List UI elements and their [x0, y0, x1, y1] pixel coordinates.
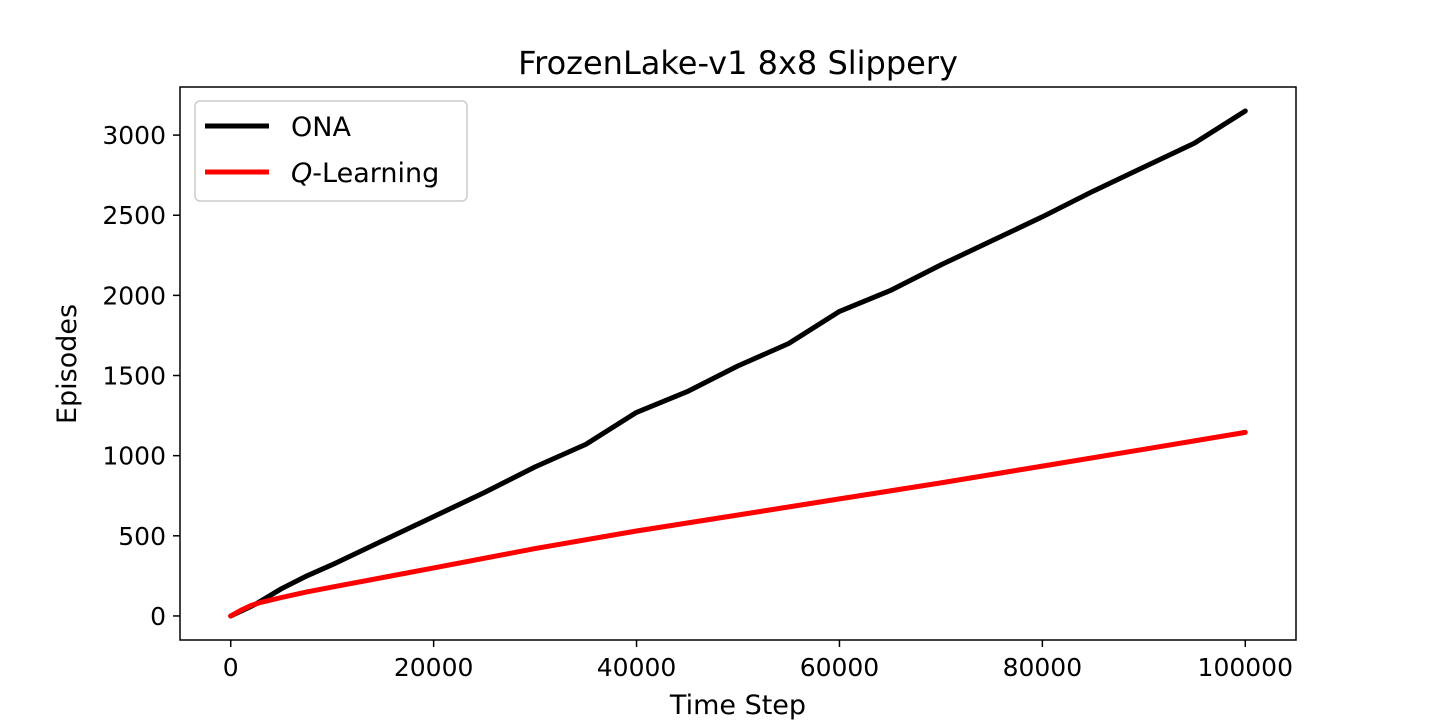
- y-tick-label: 3000: [102, 121, 166, 150]
- y-tick-label: 1500: [102, 362, 166, 391]
- legend-label-q-learning: Q-Learning: [291, 158, 439, 189]
- y-tick-label: 2000: [102, 281, 166, 310]
- y-tick-label: 1000: [102, 442, 166, 471]
- x-tick-label: 80000: [1003, 653, 1083, 682]
- legend-label-q-italic: Q: [291, 158, 312, 189]
- legend-label-q-rest: -Learning: [312, 158, 439, 189]
- y-axis-label: Episodes: [52, 304, 83, 424]
- x-tick-label: 100000: [1198, 653, 1293, 682]
- legend-label-ona: ONA: [291, 112, 351, 143]
- series-line-ona: [228, 108, 1248, 619]
- y-tick-label: 0: [150, 602, 166, 631]
- x-tick-label: 0: [223, 653, 239, 682]
- y-axis: 0 500 1000 1500 2000 2500 3000: [102, 121, 180, 631]
- plot-frame: [179, 86, 1297, 641]
- chart-title: FrozenLake-v1 8x8 Slippery: [518, 44, 958, 82]
- y-tick-label: 500: [118, 522, 166, 551]
- x-axis-label: Time Step: [669, 690, 806, 720]
- y-tick-label: 2500: [102, 201, 166, 230]
- series-layer: [228, 108, 1248, 619]
- x-tick-label: 60000: [800, 653, 880, 682]
- x-axis: 0 20000 40000 60000 80000 100000: [223, 640, 1293, 682]
- x-tick-label: 40000: [597, 653, 677, 682]
- series-line-q-learning: [228, 429, 1248, 619]
- legend: ONA Q-Learning: [194, 100, 468, 202]
- x-tick-label: 20000: [394, 653, 474, 682]
